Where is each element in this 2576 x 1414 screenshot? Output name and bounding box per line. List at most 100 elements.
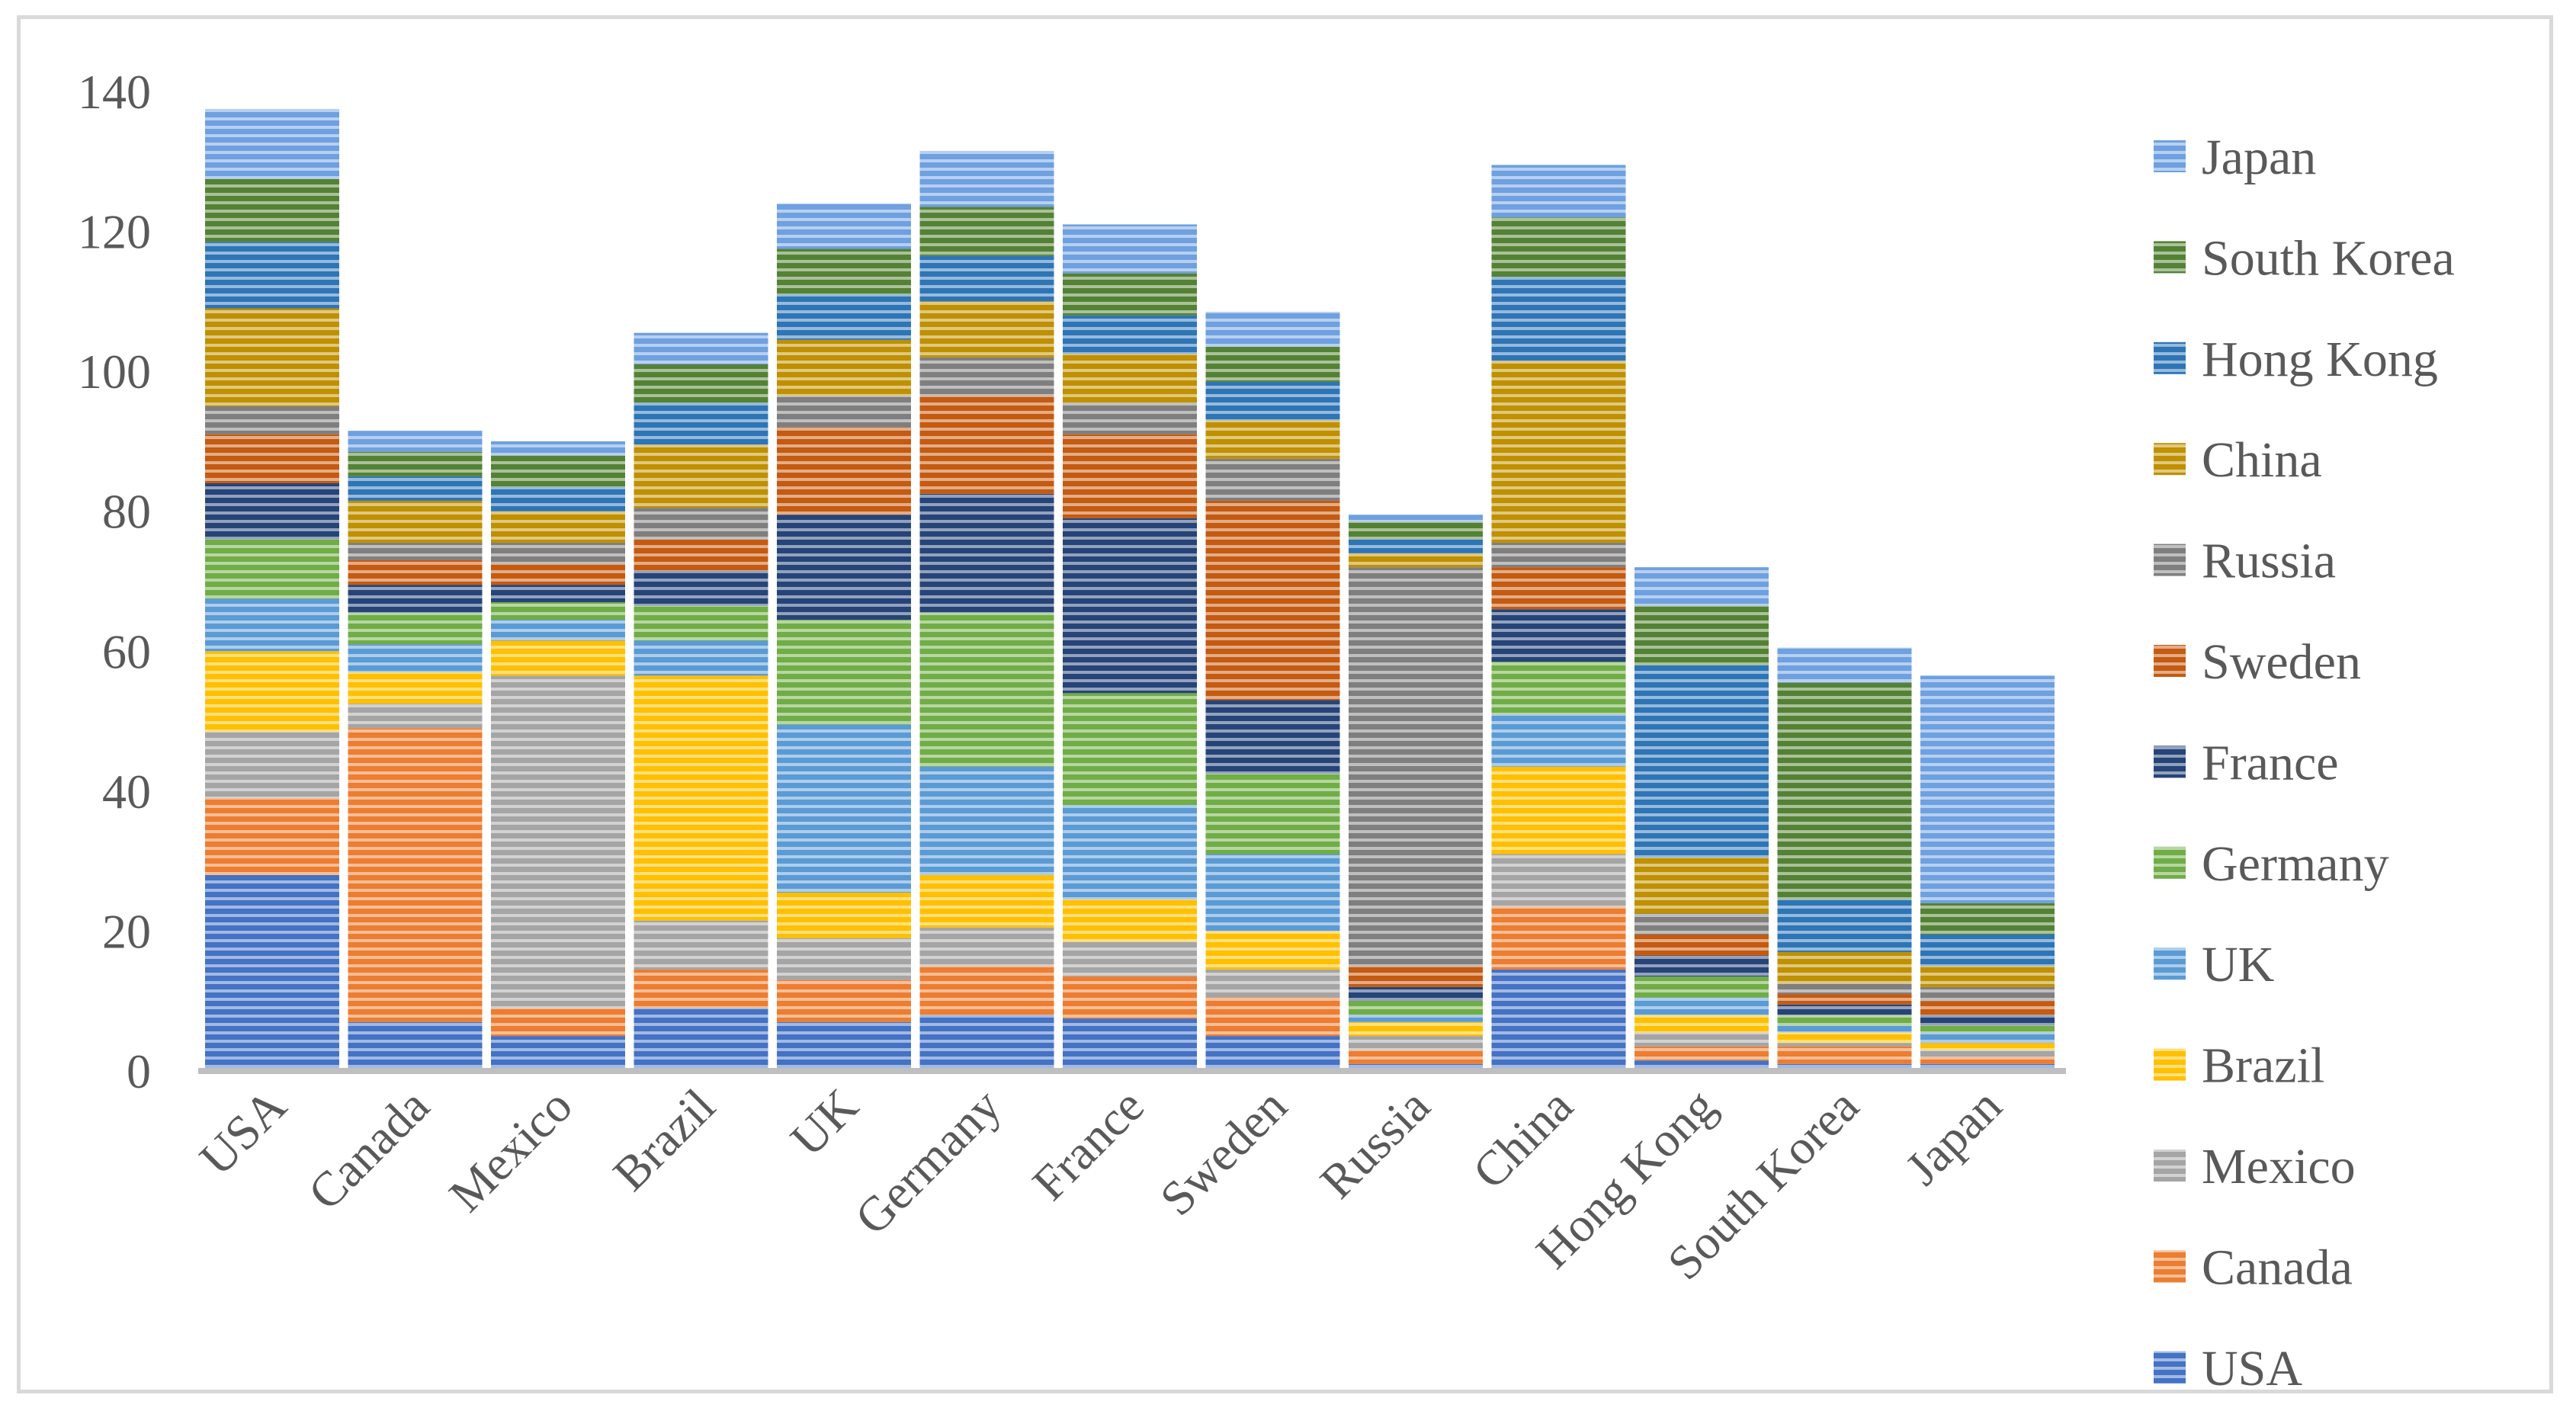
bar-segment-russia-japan [1349,515,1483,522]
bar-stripes-south-korea-china [1777,951,1912,984]
bar-stripes-mexico-usa [491,1036,625,1071]
bar-stripes-china-sweden [1491,567,1626,610]
bar-segment-france-russia [1063,402,1197,434]
bar-stripes-russia-mexico [1349,1036,1483,1050]
bar-stripes-china-germany [1491,662,1626,714]
bar-segment-south-korea-south-korea [1777,682,1912,900]
bar-stripes-canada-japan [348,431,483,452]
bar-stripes-uk-canada [777,980,911,1022]
legend-item-hong-kong: Hong Kong [2154,332,2438,387]
bar-segment-france-mexico [1063,941,1197,977]
bar-stripes-germany-south-korea [919,207,1054,256]
bar-segment-germany-south-korea [919,207,1054,256]
bar-segment-hong-kong-brazil [1634,1015,1769,1033]
bar-segment-mexico-russia [491,543,625,564]
y-tick-label: 20 [102,904,151,958]
bar-stripes-brazil-russia [634,508,768,540]
bar-segment-brazil-russia [634,508,768,540]
bar-segment-uk-canada [777,980,911,1022]
bar-segment-japan-uk [1920,1032,2055,1044]
legend-swatch-stripes-south-korea [2154,241,2186,274]
bar-segment-south-korea-russia [1777,983,1912,995]
bar-stripes-uk-usa [777,1021,911,1071]
bar-segment-brazil-china [634,444,768,508]
bar-stripes-germany-canada [919,966,1054,1015]
bar-stripes-china-brazil [1491,766,1626,854]
bar-stripes-south-korea-uk [1777,1025,1912,1033]
bar-stripes-south-korea-hong-kong [1777,899,1912,952]
bar-stripes-hong-kong-brazil [1634,1015,1769,1033]
bar-stripes-germany-hong-kong [919,255,1054,302]
bar-segment-south-korea-canada [1777,1046,1912,1064]
bar-segment-south-korea-france [1777,1004,1912,1015]
bar-segment-canada-canada [348,728,483,1022]
bar-segment-germany-mexico [919,927,1054,967]
bar-segment-russia-germany [1349,1001,1483,1015]
bar-stripes-china-south-korea [1491,217,1626,277]
bar-stripes-usa-russia [205,406,339,434]
bar-segment-sweden-france [1205,700,1340,774]
bar-segment-hong-kong-germany [1634,976,1769,998]
bar-stripes-uk-hong-kong [777,294,911,340]
bar-stripes-japan-japan [1920,675,2055,903]
bar-stripes-france-uk [1063,805,1197,900]
bar-segment-uk-south-korea [777,248,911,295]
bar-segment-brazil-brazil [634,675,768,921]
bar-segment-brazil-japan [634,332,768,364]
bar-stripes-sweden-brazil [1205,931,1340,970]
y-tick-label: 140 [78,65,151,119]
legend-swatch-stripes-hong-kong [2154,341,2186,374]
bar-segment-france-south-korea [1063,273,1197,316]
legend-swatch-stripes-usa [2154,1351,2186,1384]
bar-segment-uk-china [777,339,911,396]
bar-segment-canada-china [348,500,483,543]
bar-stripes-brazil-china [634,444,768,508]
bar-segment-mexico-sweden [491,563,625,585]
bar-segment-brazil-france [634,570,768,606]
bar-stripes-japan-south-korea [1920,903,2055,935]
bar-stripes-uk-south-korea [777,248,911,295]
bar-segment-usa-japan [205,108,339,179]
bar-segment-sweden-usa [1205,1036,1340,1071]
bar-segment-brazil-germany [634,605,768,641]
bar-stripes-russia-hong-kong [1349,539,1483,553]
bar-stripes-sweden-china [1205,420,1340,459]
bar-segment-china-china [1491,361,1626,543]
bar-segment-usa-germany [205,539,339,599]
bar-segment-mexico-brazil [491,640,625,676]
bar-stripes-sweden-france [1205,700,1340,774]
bar-segment-uk-germany [777,619,911,725]
bar-stripes-france-china [1063,354,1197,403]
bar-stripes-france-south-korea [1063,273,1197,316]
bar-stripes-france-germany [1063,693,1197,806]
bar-stripes-brazil-france [634,570,768,606]
bar-stripes-hong-kong-south-korea [1634,605,1769,665]
legend-label-japan: Japan [2202,130,2316,185]
bars-layer [205,108,2055,1071]
bar-stripes-sweden-hong-kong [1205,381,1340,421]
legend-item-china: China [2154,432,2322,488]
bar-stripes-canada-russia [348,543,483,560]
bar-segment-canada-sweden [348,560,483,585]
bar-segment-russia-sweden [1349,966,1483,987]
x-tick-label-sweden: Sweden [1150,1079,1297,1226]
legend-label-south-korea: South Korea [2202,230,2455,286]
bar-segment-france-hong-kong [1063,315,1197,354]
bar-segment-mexico-hong-kong [491,486,625,511]
legend-item-usa: USA [2154,1341,2302,1396]
bar-segment-canada-japan [348,431,483,452]
bar-stripes-china-canada [1491,906,1626,970]
bar-segment-sweden-canada [1205,997,1340,1037]
bar-segment-canada-south-korea [348,451,483,476]
bar-stripes-south-korea-japan [1777,647,1912,683]
bar-stripes-sweden-sweden [1205,500,1340,701]
legend-label-hong-kong: Hong Kong [2202,332,2438,387]
bar-segment-mexico-germany [491,602,625,620]
bar-stripes-usa-uk [205,598,339,652]
bar-stripes-canada-china [348,500,483,543]
bar-stripes-france-canada [1063,976,1197,1019]
legend-label-uk: UK [2202,937,2274,992]
bar-stripes-mexico-south-korea [491,455,625,487]
bar-segment-russia-canada [1349,1050,1483,1064]
bar-segment-brazil-uk [634,640,768,676]
